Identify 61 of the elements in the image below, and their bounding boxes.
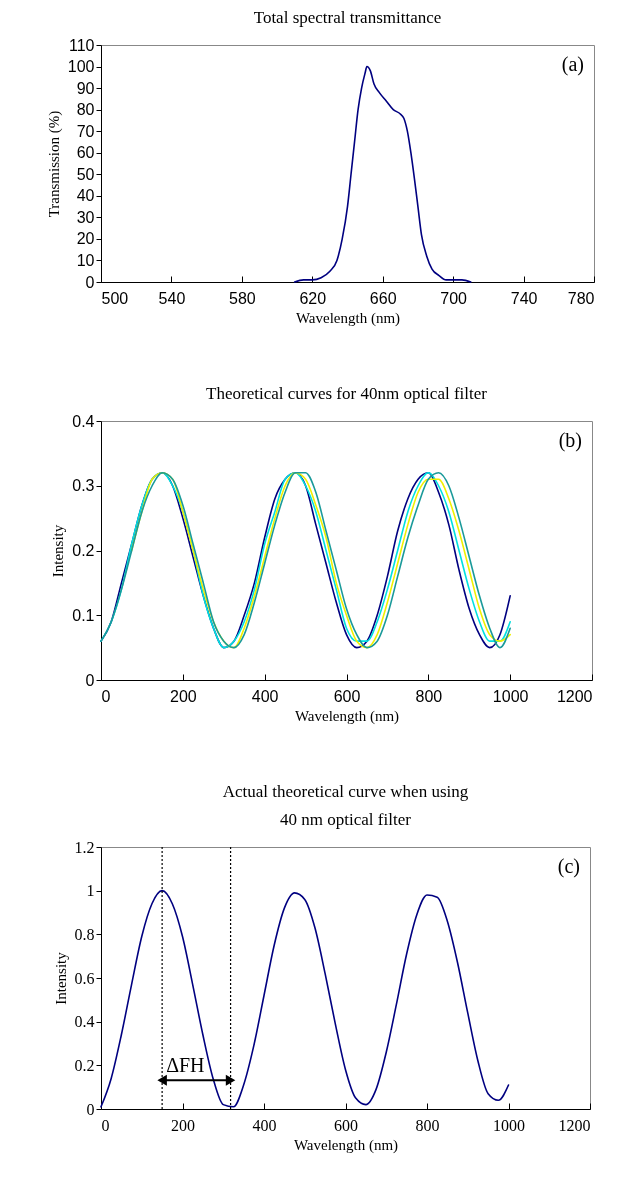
x-axis-title: Wavelength (nm) <box>294 707 400 725</box>
y-tick-label: 0.4 <box>72 412 95 430</box>
y-tick-label: 100 <box>67 58 95 76</box>
y-tick-label: 0.3 <box>72 477 95 495</box>
x-tick-label: 540 <box>158 289 186 307</box>
annotation: (c) <box>557 855 580 878</box>
y-tick-label: 90 <box>76 79 95 97</box>
y-tick-label: 0 <box>86 1100 95 1118</box>
y-tick-label: 1 <box>86 882 95 900</box>
annotation: (a) <box>561 53 584 76</box>
y-axis-title: Transmission (%) <box>45 110 63 218</box>
x-tick-label: 1000 <box>493 1116 525 1134</box>
x-tick-label: 620 <box>299 289 327 307</box>
y-tick-label: 80 <box>76 101 95 119</box>
x-tick-label: 600 <box>334 1116 358 1134</box>
y-tick-label: 50 <box>76 165 95 183</box>
x-tick-label: 800 <box>415 1116 440 1134</box>
chart-title: Actual theoretical curve when using 40 nm optical filter <box>222 782 469 829</box>
y-tick-label: 0.1 <box>72 606 95 624</box>
x-axis-title: Wavelength (nm) <box>295 309 401 327</box>
y-tick-label: 0.2 <box>72 542 95 559</box>
annotation: (b) <box>558 429 582 452</box>
x-tick-label: 660 <box>369 289 397 307</box>
x-tick-label: 580 <box>229 289 256 307</box>
x-tick-label: 800 <box>415 687 443 705</box>
y-tick-label: 110 <box>68 36 95 54</box>
x-tick-label: 500 <box>101 289 129 307</box>
x-tick-label: 400 <box>251 687 279 705</box>
x-tick-label: 1200 <box>556 687 593 705</box>
y-tick-label: 0.2 <box>74 1056 95 1074</box>
y-tick-label: 20 <box>76 230 95 248</box>
y-tick-label: 30 <box>76 208 95 226</box>
y-tick-label: 0.4 <box>74 1013 95 1031</box>
x-tick-label: 700 <box>440 289 468 307</box>
y-tick-label: 10 <box>76 251 95 269</box>
y-axis-title: Intensity <box>50 524 67 578</box>
x-tick-label: 0 <box>101 1116 110 1134</box>
y-tick-label: 40 <box>76 187 95 205</box>
x-tick-label: 740 <box>510 289 538 307</box>
chart-title: Total spectral transmittance <box>253 8 442 27</box>
x-tick-label: 200 <box>171 1116 195 1134</box>
y-tick-label: 60 <box>76 144 95 162</box>
y-tick-label: 0.8 <box>74 925 95 943</box>
annotation: ΔFH <box>166 1054 205 1077</box>
x-tick-label: 200 <box>169 687 197 705</box>
x-tick-label: 0 <box>101 687 111 705</box>
line-series <box>100 889 510 1108</box>
x-tick-label: 1000 <box>492 687 529 705</box>
x-axis-title: Wavelength (nm) <box>293 1136 399 1154</box>
y-tick-label: 0 <box>85 273 95 291</box>
y-axis-title: Intensity <box>52 951 69 1005</box>
y-tick-label: 70 <box>76 122 95 140</box>
x-tick-label: 600 <box>333 687 361 705</box>
y-tick-label: 1.2 <box>74 838 95 856</box>
chart-title: Theoretical curves for 40nm optical filter <box>206 384 488 403</box>
y-tick-label: 0 <box>85 671 95 689</box>
line-series <box>293 65 472 283</box>
x-tick-label: 1200 <box>558 1116 591 1134</box>
y-tick-label: 0.6 <box>74 969 95 987</box>
x-tick-label: 400 <box>252 1116 277 1134</box>
x-tick-label: 780 <box>567 289 595 307</box>
